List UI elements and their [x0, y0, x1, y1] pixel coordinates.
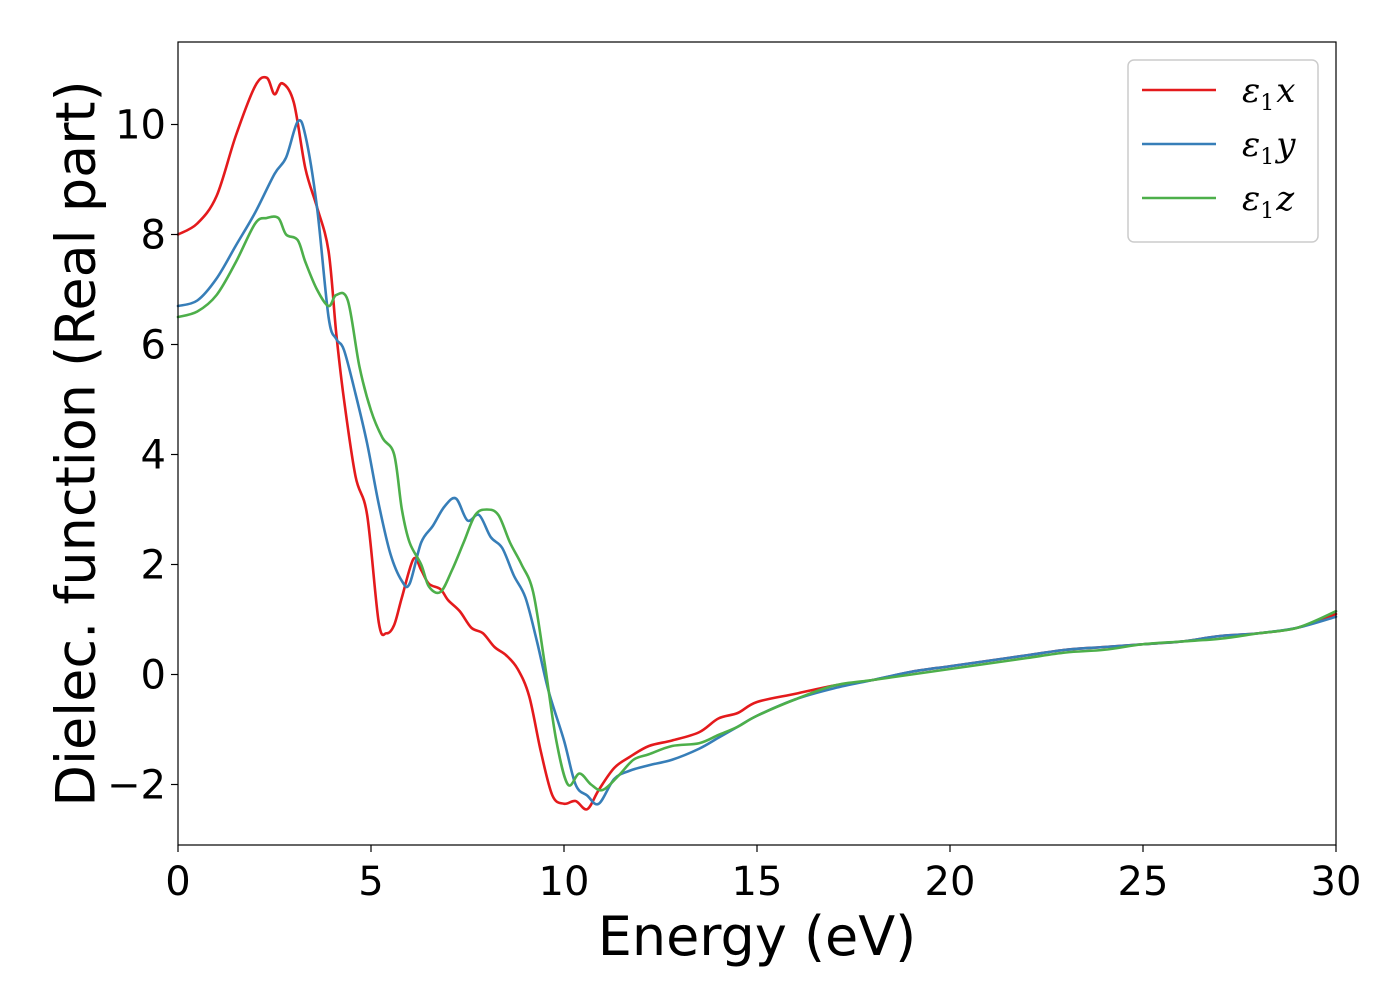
- legend-label-x: ε1x: [1242, 71, 1295, 116]
- legend-box: [1127, 59, 1319, 243]
- legend-symbol: ε: [1242, 125, 1260, 165]
- x-tick-label: 20: [925, 859, 976, 905]
- legend-component: z: [1275, 179, 1295, 219]
- x-tick-label: 30: [1311, 859, 1362, 905]
- series-line-z: [176, 215, 1338, 792]
- x-axis: 0 5 10 15 20 25 30: [165, 845, 1361, 905]
- y-tick-label: 6: [141, 323, 166, 369]
- y-tick-label: −2: [107, 763, 166, 809]
- x-tick-label: 0: [165, 859, 190, 905]
- y-tick-label: 4: [141, 433, 166, 479]
- x-tick-label: 5: [358, 859, 383, 905]
- x-tick-label: 25: [1118, 859, 1169, 905]
- legend-symbol: ε: [1242, 71, 1260, 111]
- legend-subscript: 1: [1260, 199, 1274, 224]
- legend-label-y: ε1y: [1242, 125, 1296, 170]
- series-layer: [176, 75, 1338, 811]
- y-tick-label: 0: [141, 653, 166, 699]
- y-axis: −2 0 2 4 6 8 10: [107, 103, 178, 809]
- legend-label-z: ε1z: [1242, 179, 1295, 224]
- y-tick-label: 10: [115, 103, 166, 149]
- legend-component: y: [1274, 125, 1296, 165]
- legend-symbol: ε: [1242, 179, 1260, 219]
- x-axis-label: Energy (eV): [598, 905, 917, 968]
- legend-subscript: 1: [1260, 145, 1274, 170]
- x-tick-label: 10: [539, 859, 590, 905]
- y-tick-label: 2: [141, 543, 166, 589]
- series-line-y: [176, 119, 1338, 806]
- y-axis-label: Dielec. function (Real part): [45, 80, 108, 806]
- y-tick-label: 8: [141, 213, 166, 259]
- legend-component: x: [1276, 71, 1295, 111]
- legend-subscript: 1: [1260, 91, 1274, 116]
- x-tick-label: 15: [732, 859, 783, 905]
